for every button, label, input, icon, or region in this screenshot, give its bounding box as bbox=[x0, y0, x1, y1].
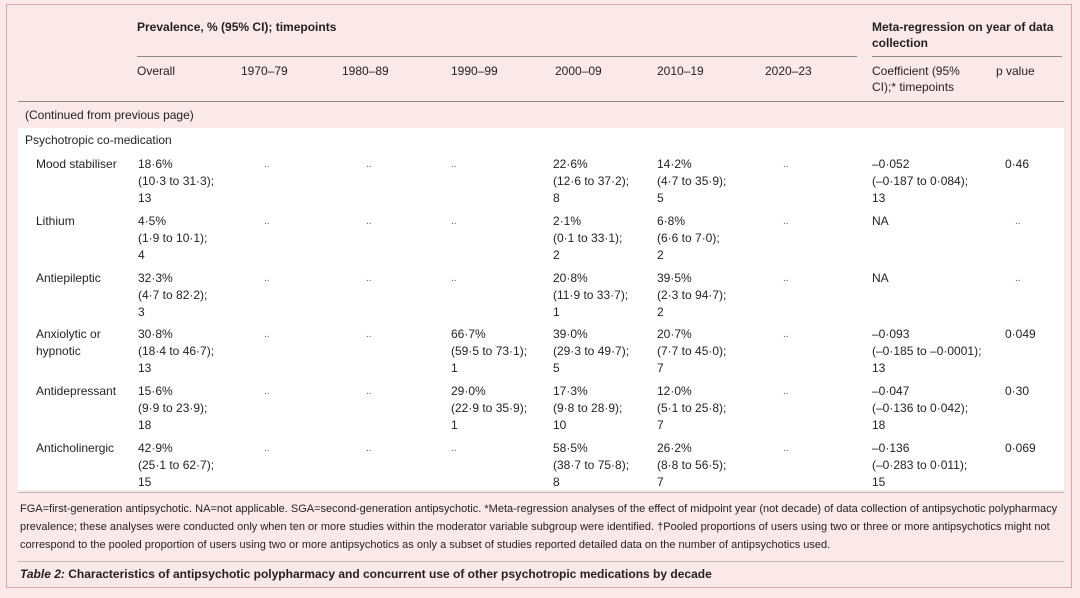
cell-1980s: .. bbox=[366, 443, 372, 454]
cell-1990s: .. bbox=[451, 273, 457, 284]
cell-2020s: .. bbox=[783, 273, 789, 284]
cell-pvalue: .. bbox=[1015, 216, 1021, 227]
row-label: Anticholinergic bbox=[36, 441, 115, 455]
cell-2010s: 14·2% (4·7 to 35·9); 5 bbox=[657, 157, 727, 205]
row-label: Antiepileptic bbox=[36, 271, 101, 285]
row-label: Mood stabiliser bbox=[36, 157, 117, 171]
cell-1990s: 29·0% (22·9 to 35·9); 1 bbox=[451, 384, 528, 432]
row-label: Anxiolytic or hypnotic bbox=[36, 327, 101, 358]
cell-2010s: 6·8% (6·6 to 7·0); 2 bbox=[657, 214, 720, 262]
cell-overall: 18·6% (10·3 to 31·3); 13 bbox=[138, 157, 215, 205]
cell-1970s: .. bbox=[264, 443, 270, 454]
cell-pvalue: 0·30 bbox=[1005, 384, 1030, 398]
caption-text: Characteristics of antipsychotic polypha… bbox=[64, 567, 712, 581]
prevalence-group-header: Prevalence, % (95% CI); timepoints bbox=[137, 20, 337, 34]
section-title: Psychotropic co-medication bbox=[25, 133, 172, 147]
cell-overall: 42·9% (25·1 to 62·7); 15 bbox=[138, 441, 215, 489]
cell-2010s: 20·7% (7·7 to 45·0); 7 bbox=[657, 327, 727, 375]
cell-1990s: .. bbox=[451, 216, 457, 227]
row-label: Antidepressant bbox=[36, 384, 117, 398]
cell-overall: 32·3% (4·7 to 82·2); 3 bbox=[138, 271, 208, 319]
cell-2010s: 39·5% (2·3 to 94·7); 2 bbox=[657, 271, 727, 319]
cell-coefficient: –0·093 (–0·185 to –0·0001); 13 bbox=[872, 327, 982, 375]
col-coefficient-header: Coefficient (95% CI);* timepoints bbox=[872, 64, 960, 94]
cell-coefficient: NA bbox=[872, 214, 889, 228]
caption-label: Table 2: bbox=[20, 567, 65, 581]
cell-1990s: .. bbox=[451, 159, 457, 170]
cell-coefficient: –0·052 (–0·187 to 0·084); 13 bbox=[872, 157, 969, 205]
continued-note: (Continued from previous page) bbox=[25, 108, 194, 122]
cell-2000s: 39·0% (29·3 to 49·7); 5 bbox=[553, 327, 630, 375]
col-2010s-header: 2010–19 bbox=[657, 64, 704, 78]
caption-rule bbox=[18, 561, 1064, 562]
col-2020s-header: 2020–23 bbox=[765, 64, 812, 78]
cell-2020s: .. bbox=[783, 216, 789, 227]
cell-2020s: .. bbox=[783, 329, 789, 340]
cell-overall: 15·6% (9·9 to 23·9); 18 bbox=[138, 384, 208, 432]
cell-coefficient: –0·136 (–0·283 to 0·011); 15 bbox=[872, 441, 968, 489]
cell-1990s: .. bbox=[451, 443, 457, 454]
header-bottom-rule bbox=[18, 101, 1064, 102]
col-pvalue-header: p value bbox=[996, 64, 1035, 78]
cell-2020s: .. bbox=[783, 443, 789, 454]
cell-2000s: 58·5% (38·7 to 75·8); 8 bbox=[553, 441, 630, 489]
table-bottom-rule bbox=[18, 492, 1064, 493]
table-frame bbox=[6, 4, 1072, 588]
table-caption: Table 2: Characteristics of antipsychoti… bbox=[20, 566, 1060, 582]
cell-1970s: .. bbox=[264, 386, 270, 397]
table-body bbox=[18, 128, 1064, 490]
cell-1980s: .. bbox=[366, 329, 372, 340]
cell-coefficient: NA bbox=[872, 271, 889, 285]
cell-1970s: .. bbox=[264, 273, 270, 284]
cell-1980s: .. bbox=[366, 216, 372, 227]
cell-coefficient: –0·047 (–0·136 to 0·042); 18 bbox=[872, 384, 969, 432]
cell-2020s: .. bbox=[783, 386, 789, 397]
cell-2010s: 26·2% (8·8 to 56·5); 7 bbox=[657, 441, 727, 489]
cell-pvalue: .. bbox=[1015, 273, 1021, 284]
cell-pvalue: 0·069 bbox=[1005, 441, 1036, 455]
cell-1980s: .. bbox=[366, 386, 372, 397]
cell-1970s: .. bbox=[264, 159, 270, 170]
col-1990s-header: 1990–99 bbox=[451, 64, 498, 78]
metaregression-group-header: Meta-regression on year of data collecti… bbox=[872, 20, 1054, 50]
cell-2010s: 12·0% (5·1 to 25·8); 7 bbox=[657, 384, 727, 432]
cell-2020s: .. bbox=[783, 159, 789, 170]
cell-1980s: .. bbox=[366, 159, 372, 170]
cell-2000s: 20·8% (11·9 to 33·7); 1 bbox=[553, 271, 629, 319]
footnote: FGA=first-generation antipsychotic. NA=n… bbox=[20, 503, 1058, 551]
cell-2000s: 17·3% (9·8 to 28·9); 10 bbox=[553, 384, 623, 432]
cell-2000s: 22·6% (12·6 to 37·2); 8 bbox=[553, 157, 630, 205]
col-1980s-header: 1980–89 bbox=[342, 64, 389, 78]
cell-1980s: .. bbox=[366, 273, 372, 284]
col-overall-header: Overall bbox=[137, 64, 176, 78]
header-top-rule-metareg bbox=[872, 56, 1062, 57]
col-2000s-header: 2000–09 bbox=[555, 64, 602, 78]
cell-1970s: .. bbox=[264, 216, 270, 227]
cell-1970s: .. bbox=[264, 329, 270, 340]
cell-pvalue: 0·049 bbox=[1005, 327, 1036, 341]
cell-2000s: 2·1% (0·1 to 33·1); 2 bbox=[553, 214, 623, 262]
header-top-rule bbox=[137, 56, 857, 57]
cell-1990s: 66·7% (59·5 to 73·1); 1 bbox=[451, 327, 528, 375]
cell-overall: 30·8% (18·4 to 46·7); 13 bbox=[138, 327, 215, 375]
cell-pvalue: 0·46 bbox=[1005, 157, 1030, 171]
cell-overall: 4·5% (1·9 to 10·1); 4 bbox=[138, 214, 208, 262]
col-1970s-header: 1970–79 bbox=[241, 64, 288, 78]
row-label: Lithium bbox=[36, 214, 75, 228]
